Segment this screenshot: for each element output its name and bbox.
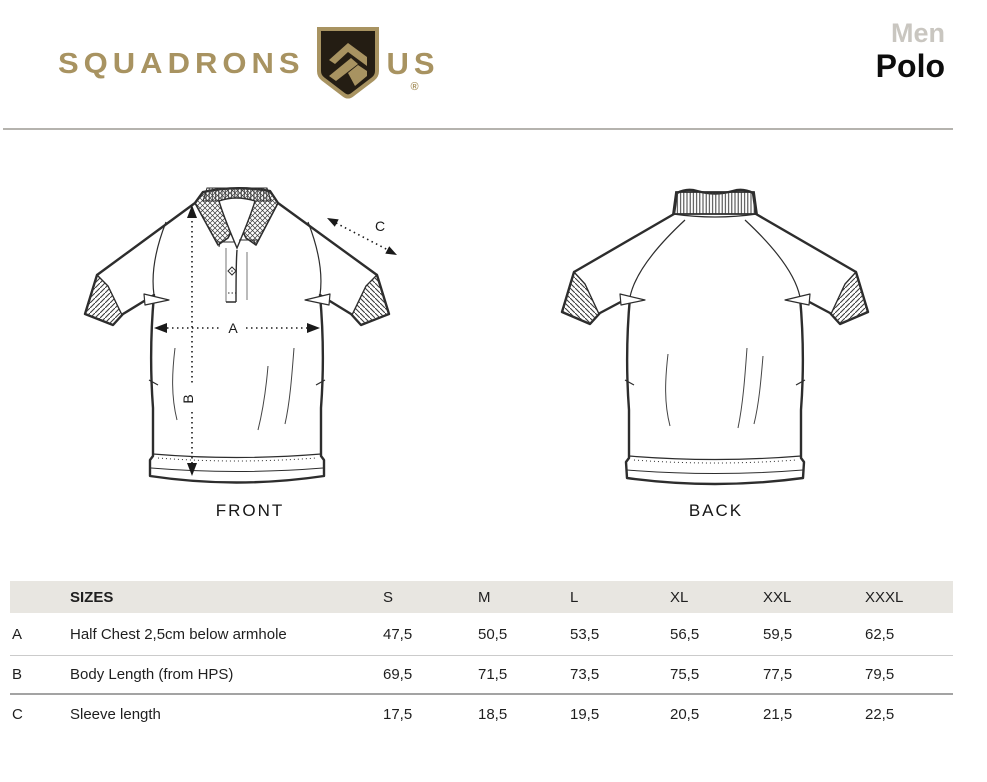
col-header-s: S [383,588,394,606]
front-right-cuff-hatch [351,273,390,326]
brand-word-us: US [386,45,440,81]
back-left-cuff-hatch [561,270,600,325]
header-divider [3,128,953,130]
measure-a-label: A [228,320,238,336]
back-shirt-outline [560,188,870,486]
row-label: Half Chest 2,5cm below armhole [70,626,287,643]
back-right-cuff-hatch [830,270,869,325]
front-button [227,266,237,276]
brand-word-squadrons: SQUADRONS [58,46,305,80]
row-divider [10,693,953,695]
table-row-sleeve-length: C Sleeve length 17,5 18,5 19,5 20,5 21,5… [10,694,953,734]
row-letter: A [12,626,23,643]
col-header-m: M [478,588,491,606]
product-block: Men Polo [876,18,945,84]
row-value: 79,5 [865,666,895,683]
table-row-half-chest: A Half Chest 2,5cm below armhole 47,5 50… [10,614,953,655]
row-value: 69,5 [383,666,413,683]
row-label: Body Length (from HPS) [70,666,234,683]
brand-us-wrap: US ® [386,45,440,93]
row-value: 22,5 [865,705,895,723]
row-value: 19,5 [570,705,600,723]
row-value: 75,5 [670,666,700,683]
row-value: 62,5 [865,626,895,643]
back-diagram [560,188,870,486]
table-row-body-length: B Body Length (from HPS) 69,5 71,5 73,5 … [10,655,953,694]
brand-logo: SQUADRONS US ® [58,26,440,100]
measure-c-label: C [375,218,385,234]
front-neck-opening [218,197,256,250]
row-value: 59,5 [763,626,793,643]
front-diagram: A B C [83,187,397,484]
back-view-label: BACK [688,501,744,520]
row-value: 73,5 [570,666,600,683]
size-table: SIZES S M L XL XXL XXXL A Half Chest 2,5… [10,581,953,736]
front-left-cuff-hatch [84,273,123,326]
col-header-xxxl: XXXL [865,588,904,606]
row-label: Sleeve length [70,705,161,723]
row-value: 50,5 [478,626,508,643]
page-title: Polo [875,48,945,85]
row-divider [10,655,953,656]
row-value: 71,5 [478,666,508,683]
row-value: 53,5 [570,626,600,643]
row-value: 17,5 [383,705,413,723]
row-value: 20,5 [670,705,700,723]
category-label: Men [891,18,945,48]
measure-b-label: B [180,394,196,403]
col-header-xxl: XXL [763,588,792,606]
row-value: 18,5 [478,705,508,723]
brand-shield-icon [316,27,379,99]
row-value: 47,5 [383,626,413,643]
registered-mark: ® [410,80,419,93]
row-value: 21,5 [763,705,793,723]
row-value: 56,5 [670,626,700,643]
back-collar-rib-band [671,191,759,215]
sizes-header-label: SIZES [70,588,114,606]
row-value: 77,5 [763,666,793,683]
front-collar-rib-band [202,187,272,202]
row-letter: B [12,666,23,683]
col-header-xl: XL [670,588,689,606]
front-view-label: FRONT [215,501,285,520]
size-table-header: SIZES S M L XL XXL XXXL [10,581,953,613]
col-header-l: L [570,588,579,606]
row-letter: C [12,705,23,723]
